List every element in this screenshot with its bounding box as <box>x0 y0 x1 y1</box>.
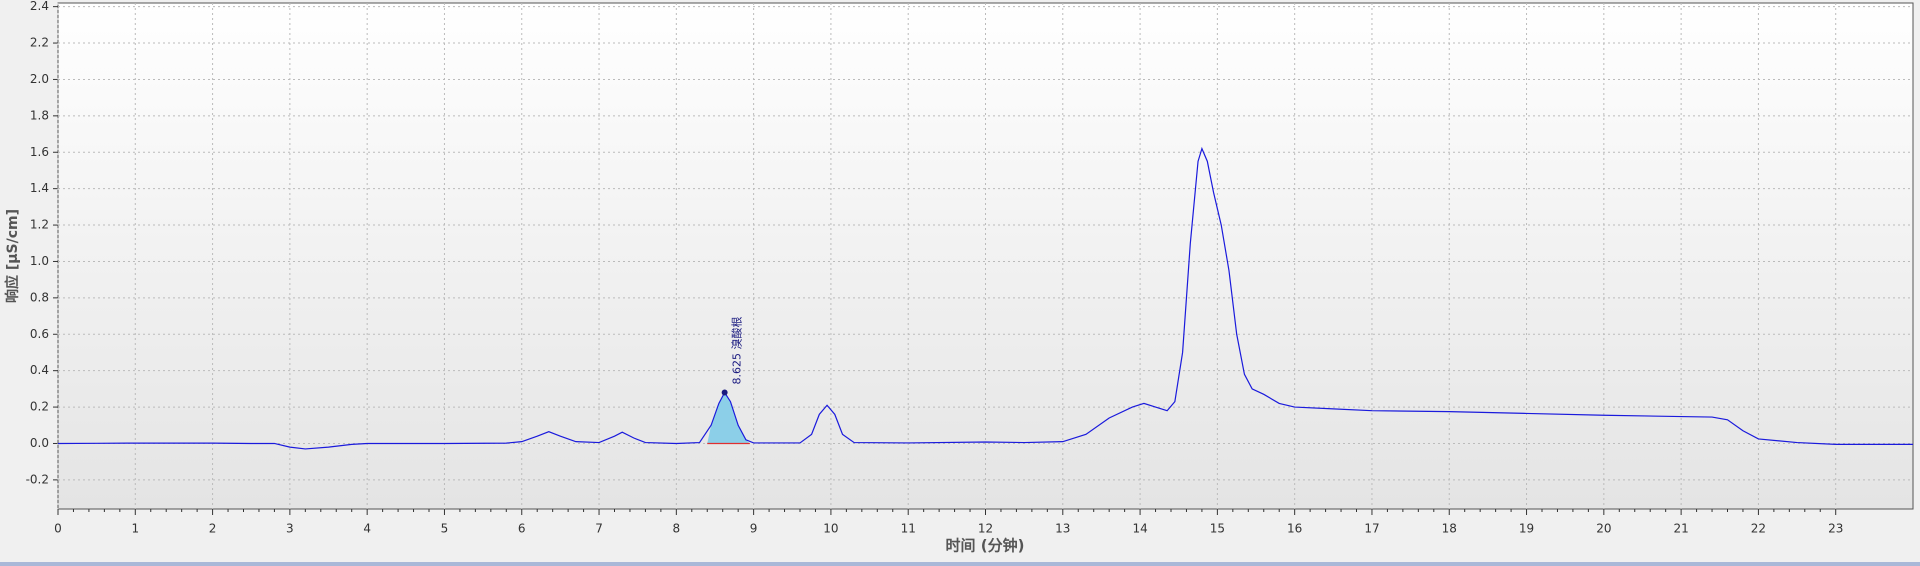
x-tick-label: 23 <box>1828 522 1843 536</box>
y-tick-label: 1.8 <box>30 108 49 122</box>
y-tick-label: 2.0 <box>30 72 49 86</box>
y-tick-label: -0.2 <box>26 472 49 486</box>
x-tick-label: 12 <box>978 522 993 536</box>
y-tick-label: 1.0 <box>30 254 49 268</box>
x-axis-label: 时间 (分钟) <box>946 537 1025 555</box>
x-tick-label: 20 <box>1596 522 1611 536</box>
x-tick-label: 4 <box>363 522 371 536</box>
x-tick-label: 9 <box>750 522 758 536</box>
y-axis-label: 响应 [µS/cm] <box>4 209 21 303</box>
x-tick-label: 13 <box>1055 522 1070 536</box>
y-tick-label: 1.6 <box>30 145 49 159</box>
x-tick-label: 10 <box>823 522 838 536</box>
x-tick-label: 3 <box>286 522 294 536</box>
y-tick-label: 1.2 <box>30 218 49 232</box>
y-tick-label: 0.4 <box>30 363 49 377</box>
peak-area <box>707 392 750 444</box>
x-tick-label: 8 <box>673 522 681 536</box>
x-tick-label: 7 <box>595 522 603 536</box>
x-tick-label: 15 <box>1210 522 1225 536</box>
y-tick-label: 0.6 <box>30 327 49 341</box>
bottom-border <box>0 562 1920 566</box>
x-tick-label: 1 <box>131 522 139 536</box>
x-tick-label: 16 <box>1287 522 1302 536</box>
peak-label: 8.625 溴酸根 <box>730 317 744 385</box>
x-tick-label: 14 <box>1132 522 1147 536</box>
y-tick-label: 0.0 <box>30 436 49 450</box>
x-tick-label: 19 <box>1519 522 1534 536</box>
x-tick-label: 22 <box>1751 522 1766 536</box>
y-tick-label: 2.4 <box>30 0 49 13</box>
y-tick-label: 0.2 <box>30 400 49 414</box>
x-tick-label: 2 <box>209 522 217 536</box>
x-tick-label: 5 <box>441 522 449 536</box>
y-tick-label: 2.2 <box>30 36 49 50</box>
y-tick-label: 1.4 <box>30 181 49 195</box>
x-tick-label: 21 <box>1673 522 1688 536</box>
x-tick-label: 6 <box>518 522 526 536</box>
y-tick-label: 0.8 <box>30 290 49 304</box>
x-tick-label: 0 <box>54 522 62 536</box>
x-tick-label: 17 <box>1364 522 1379 536</box>
peak-marker <box>721 389 728 396</box>
x-tick-label: 18 <box>1442 522 1457 536</box>
trace-line <box>57 146 1913 450</box>
x-tick-label: 11 <box>901 522 916 536</box>
